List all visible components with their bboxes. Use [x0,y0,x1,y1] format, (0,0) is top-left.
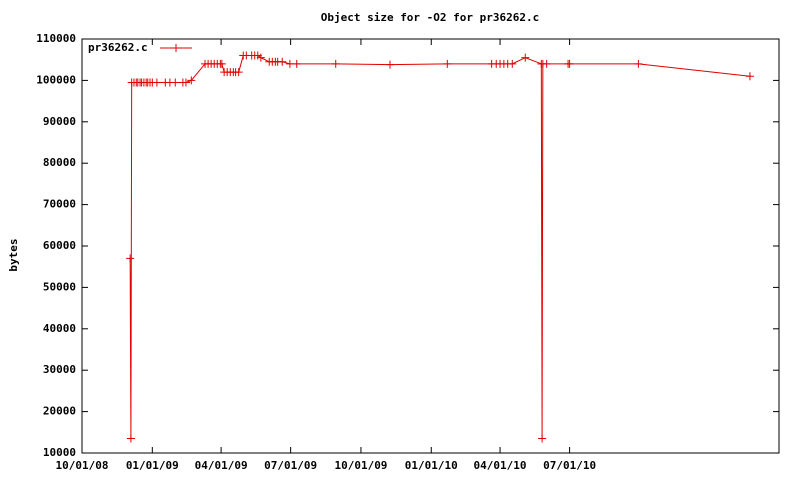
point-marker [385,60,394,69]
point-marker [508,59,517,68]
point-marker [126,434,135,443]
y-tick-label: 100000 [36,73,76,86]
point-marker [181,78,190,87]
point-marker [171,78,180,87]
point-marker [292,59,301,68]
legend-label: pr36262.c [88,41,148,54]
point-marker [285,59,294,68]
point-marker [443,59,452,68]
point-marker [565,59,574,68]
y-tick-label: 60000 [43,239,76,252]
x-tick-label: 04/01/09 [195,459,248,472]
y-tick-label: 70000 [43,198,76,211]
x-tick-label: 07/01/09 [264,459,317,472]
point-marker [256,53,265,62]
point-marker [538,434,547,443]
series-line [129,55,751,439]
y-tick-label: 40000 [43,322,76,335]
x-tick-label: 07/01/10 [543,459,596,472]
point-marker [126,254,135,263]
x-tick-label: 04/01/10 [474,459,527,472]
point-marker [521,53,530,62]
y-tick-label: 10000 [43,446,76,459]
point-marker [187,76,196,85]
x-tick-label: 10/01/08 [56,459,109,472]
point-marker [331,59,340,68]
chart-title: Object size for -O2 for pr36262.c [321,11,540,24]
point-marker [634,59,643,68]
y-tick-label: 50000 [43,280,76,293]
x-tick-label: 10/01/09 [334,459,387,472]
point-marker [278,57,287,66]
y-tick-label: 20000 [43,405,76,418]
legend-swatch [160,44,192,52]
point-marker [217,59,226,68]
y-tick-label: 80000 [43,156,76,169]
y-tick-label: 30000 [43,363,76,376]
y-tick-label: 110000 [36,32,76,45]
y-tick-label: 90000 [43,115,76,128]
point-marker [542,59,551,68]
x-tick-label: 01/01/09 [126,459,179,472]
y-axis-label: bytes [7,238,20,271]
point-marker [234,68,243,77]
plot-frame [81,38,780,454]
point-marker [152,78,161,87]
point-marker [745,72,754,81]
x-tick-label: 01/01/10 [405,459,458,472]
